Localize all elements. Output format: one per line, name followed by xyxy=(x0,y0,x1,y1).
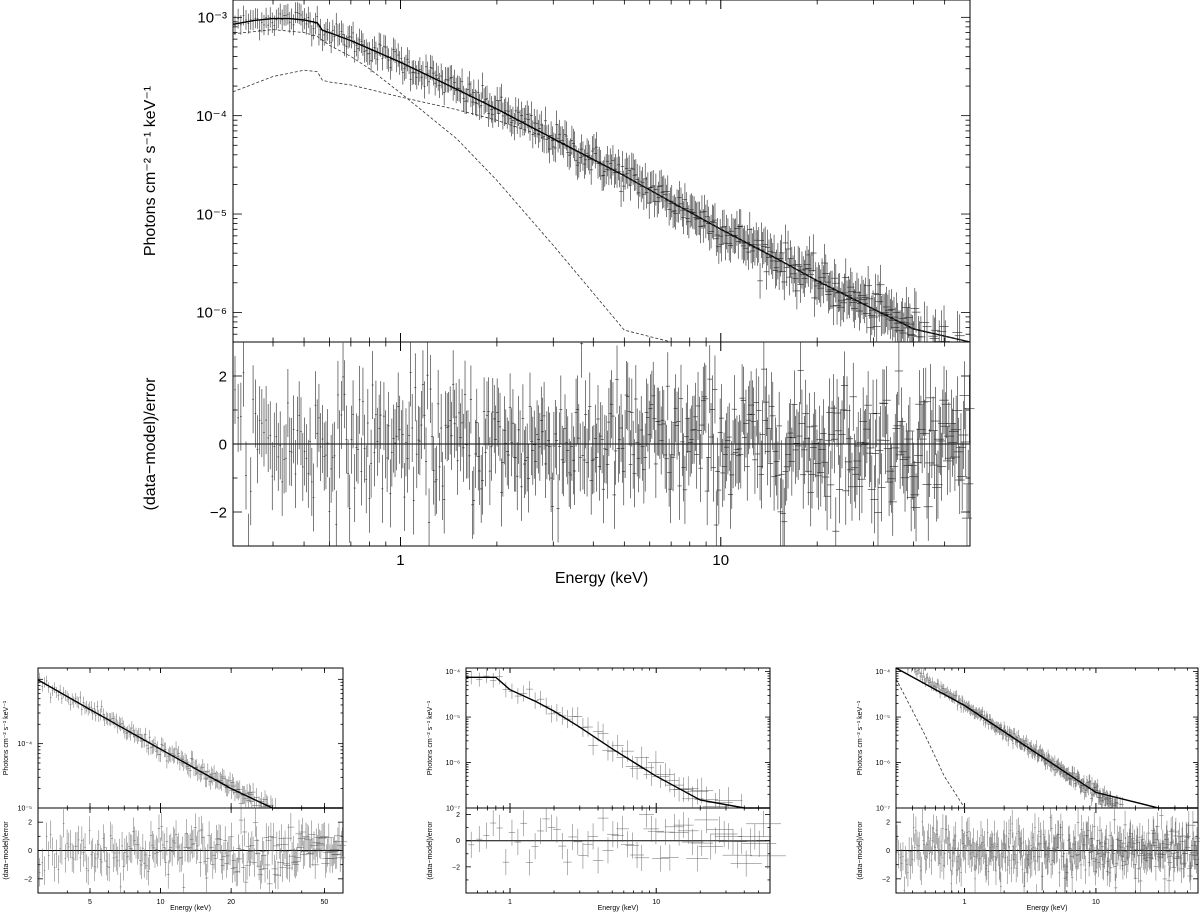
x-tick-label: 10 xyxy=(652,899,660,906)
model-line-total xyxy=(37,679,343,809)
y-tick-label: 10⁻⁷ xyxy=(876,805,890,812)
top-panel-frame xyxy=(232,0,971,343)
y-tick-label: 10⁻³ xyxy=(197,10,227,27)
y-axis-label: Photons cm⁻² s⁻¹ keV⁻¹ xyxy=(857,700,864,775)
y-tick-label: 10⁻⁵ xyxy=(876,715,890,722)
y-axis-label: Photons cm⁻² s⁻¹ keV⁻¹ xyxy=(142,86,159,256)
y-tick-label: 10⁻⁶ xyxy=(196,305,227,322)
y-tick-label: 10⁻⁵ xyxy=(196,206,227,223)
residual-y-tick-label: 2 xyxy=(219,368,227,385)
y-tick-label: 10⁻⁴ xyxy=(876,669,891,676)
top-panel-frame xyxy=(895,667,1199,809)
y-tick-label: 10⁻⁴ xyxy=(18,741,33,748)
y-tick-label: 10⁻⁵ xyxy=(18,805,32,812)
residual-y-tick-label: 0 xyxy=(28,848,32,855)
model-line-component-1 xyxy=(232,29,672,343)
bottom-panel-frame xyxy=(465,807,771,894)
residual-axis-label: (data−model)/error xyxy=(142,377,159,511)
residual-y-tick-label: −2 xyxy=(24,876,32,883)
x-tick-label: 50 xyxy=(321,899,329,906)
x-axis-label: Energy (keV) xyxy=(1027,905,1068,912)
residual-y-tick-label: 2 xyxy=(28,820,32,827)
model-line-component-1 xyxy=(895,678,965,809)
model-line-total xyxy=(466,676,770,809)
residual-y-tick-label: 2 xyxy=(886,820,890,827)
residual-axis-label: (data−model)/error xyxy=(3,821,10,880)
y-tick-label: 10⁻⁴ xyxy=(446,669,461,676)
residual-y-tick-label: −2 xyxy=(210,504,227,521)
x-tick-label: 1 xyxy=(508,899,512,906)
x-tick-label: 20 xyxy=(227,899,235,906)
model-line-total xyxy=(895,667,1198,809)
y-tick-label: 10⁻⁷ xyxy=(446,805,460,812)
residual-y-tick-label: −2 xyxy=(882,876,890,883)
y-axis-label: Photons cm⁻² s⁻¹ keV⁻¹ xyxy=(427,700,434,775)
x-axis-label: Energy (keV) xyxy=(555,570,648,587)
y-tick-label: 10⁻⁵ xyxy=(446,715,460,722)
residual-y-tick-label: 0 xyxy=(219,436,227,453)
x-tick-label: 10 xyxy=(712,552,729,569)
x-tick-label: 1 xyxy=(963,899,967,906)
top-panel-frame xyxy=(37,667,344,809)
residual-y-tick-label: 0 xyxy=(456,838,460,845)
residual-axis-label: (data−model)/error xyxy=(857,821,864,880)
y-axis-label: Photons cm⁻² s⁻¹ keV⁻¹ xyxy=(3,700,10,775)
chart-small-middle: 1 10 10⁻⁴ 10⁻⁵ 10⁻⁶ 10⁻⁷2 0 −2 Photons cm⁻² s⁻¹ … xyxy=(427,667,786,912)
chart-small-right: 1 10 10⁻⁴ 10⁻⁵ 10⁻⁶ 10⁻⁷ 2 0 −2 Photons cm⁻² s⁻¹ … xyxy=(857,667,1200,912)
model-line-total xyxy=(232,17,971,343)
y-tick-label: 10⁻⁴ xyxy=(196,108,227,125)
residual-y-tick-label: 2 xyxy=(456,812,460,819)
x-axis-label: Energy (keV) xyxy=(598,905,639,912)
residual-axis-label: (data−model)/error xyxy=(427,821,434,880)
residual-y-tick-label: 0 xyxy=(886,848,890,855)
x-axis-label: Energy (keV) xyxy=(170,905,211,912)
x-tick-label: 5 xyxy=(88,899,92,906)
y-tick-label: 10⁻⁶ xyxy=(876,760,890,767)
residual-y-tick-label: −2 xyxy=(452,864,460,871)
x-tick-label: 1 xyxy=(396,552,404,569)
x-tick-label: 10 xyxy=(157,899,165,906)
model-line-component-2 xyxy=(232,69,971,343)
x-tick-label: 10 xyxy=(1092,899,1100,906)
chart-main: 1 10 10⁻³ 10⁻⁴ 10⁻⁵ 10⁻⁶ 2 0 −2 Photons cm⁻² s⁻¹ … xyxy=(142,0,975,587)
y-tick-label: 10⁻⁶ xyxy=(446,760,460,767)
